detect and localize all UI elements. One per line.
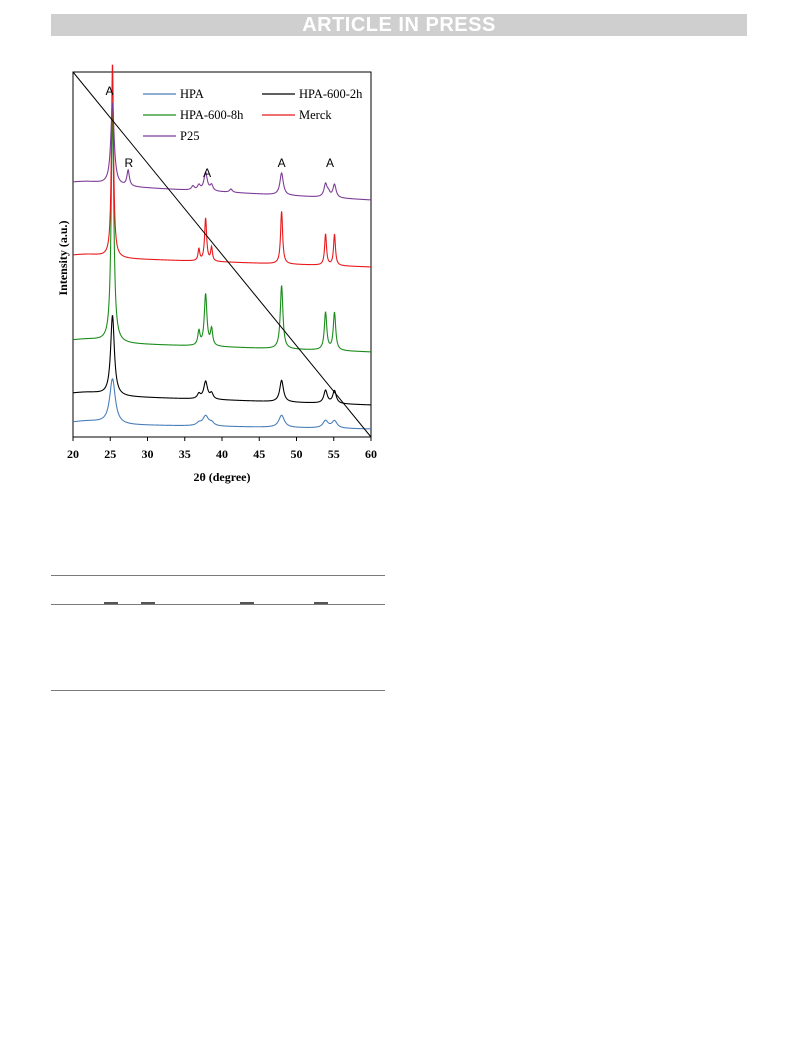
banner-text: ARTICLE IN PRESS — [302, 14, 496, 36]
x-tick-label: 30 — [142, 447, 154, 461]
legend-label: P25 — [180, 129, 199, 143]
peak-label: A — [278, 156, 286, 170]
table-header-rule — [51, 604, 385, 605]
series-line-hpa-600-8h — [72, 108, 372, 353]
x-tick-label: 35 — [179, 447, 191, 461]
legend-label: HPA-600-8h — [180, 108, 244, 122]
y-axis-title: Intensity (a.u.) — [56, 220, 70, 295]
table-top-rule — [51, 575, 385, 576]
xrd-chart: HPA HPA-600-2h HPA-600-8h Merck P25 20 25 30 35… — [56, 64, 377, 484]
series-line-merck — [72, 64, 372, 268]
x-tick-label: 25 — [104, 447, 116, 461]
x-tick-label: 60 — [365, 447, 377, 461]
x-ticks: 20 25 30 35 40 45 50 55 60 — [67, 437, 377, 461]
x-axis-title: 2θ (degree) — [193, 470, 250, 484]
series-line-hpa-600-2h — [72, 315, 372, 406]
peak-label: A — [203, 166, 211, 180]
header-banner: ARTICLE IN PRESS — [51, 14, 747, 36]
x-tick-label: 55 — [328, 447, 340, 461]
legend: HPA HPA-600-2h HPA-600-8h Merck P25 — [143, 87, 363, 143]
legend-label: Merck — [299, 108, 332, 122]
series-line-hpa — [72, 378, 371, 430]
legend-label: HPA-600-2h — [299, 87, 363, 101]
diagonal-line — [72, 71, 372, 438]
table-mark — [314, 602, 328, 604]
table-mark — [240, 602, 254, 604]
peak-label: A — [105, 84, 113, 98]
table-bottom-rule — [51, 690, 385, 691]
x-tick-label: 20 — [67, 447, 79, 461]
peak-labels: A R A A A — [105, 84, 334, 180]
x-tick-label: 50 — [291, 447, 303, 461]
peak-label: A — [326, 156, 334, 170]
legend-label: HPA — [180, 87, 204, 101]
peak-label: R — [125, 156, 134, 170]
table-mark — [141, 602, 155, 604]
table-mark — [104, 602, 118, 604]
x-tick-label: 40 — [216, 447, 228, 461]
series-line-p25 — [72, 102, 372, 201]
x-tick-label: 45 — [253, 447, 265, 461]
